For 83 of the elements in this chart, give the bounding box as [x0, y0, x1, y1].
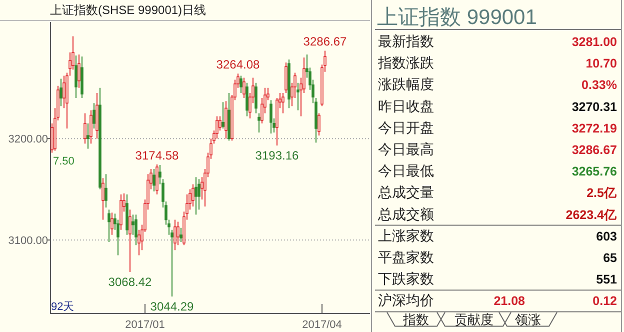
text: 3272.19 — [572, 121, 617, 136]
x-tick-label: 2017/01 — [125, 319, 165, 331]
category-label: 最新指数 — [378, 33, 434, 49]
annotation: 3068.42 — [108, 275, 152, 290]
text: 603 — [596, 229, 617, 244]
y-tick-label: 3100.00 — [8, 234, 48, 247]
candlestick — [108, 209, 110, 243]
candlestick — [78, 54, 80, 88]
candlestick — [156, 164, 158, 195]
annotation: 7.50 — [53, 156, 74, 168]
text: 贡献度 — [454, 312, 494, 328]
text: 领涨 — [515, 312, 541, 328]
text: 3281.00 — [572, 35, 617, 49]
category-label: 上涨家数 — [378, 227, 434, 244]
annotation: 3044.29 — [150, 299, 194, 314]
candlestick — [222, 102, 224, 129]
candlestick — [110, 212, 114, 236]
text: 2623.4亿 — [566, 208, 617, 222]
category-label: 今日最高 — [378, 141, 434, 157]
candlestick — [90, 110, 92, 144]
text: 551 — [596, 272, 617, 287]
text: 上证指数 999001 — [377, 6, 537, 29]
text: 3286.67 — [572, 143, 617, 157]
candlestick — [60, 78, 62, 107]
annotation: 3174.58 — [135, 148, 180, 162]
category-label: 平盘家数 — [378, 249, 434, 265]
candlestick — [176, 221, 180, 246]
candlestick — [282, 92, 284, 114]
candlestick — [270, 100, 272, 134]
candlestick — [132, 214, 134, 236]
candlestick — [92, 102, 96, 129]
annotation: 92天 — [51, 301, 74, 313]
candlestick — [240, 75, 242, 94]
candlestick — [242, 77, 246, 99]
annotation: 3286.67 — [303, 34, 348, 49]
candlestick — [216, 116, 218, 140]
candlestick — [62, 75, 66, 109]
text: 3265.76 — [572, 164, 617, 179]
category-label: 总成交额 — [377, 206, 434, 222]
candlestick — [296, 82, 300, 111]
category-label: 指数涨跌 — [377, 54, 434, 71]
category-label: 昨日收盘 — [378, 98, 434, 114]
candlestick — [254, 82, 258, 114]
candlestick — [224, 100, 228, 140]
candlestick — [102, 178, 104, 220]
text: 3270.31 — [572, 100, 617, 114]
candlestick — [104, 174, 108, 208]
text: 0.33% — [582, 78, 617, 92]
text: 10.70 — [586, 56, 617, 71]
candlestick — [174, 219, 176, 251]
text: 65 — [603, 251, 617, 265]
candlestick — [84, 112, 86, 144]
candlestick — [128, 209, 132, 273]
category-label: 下跌家数 — [378, 270, 434, 287]
candlestick — [74, 54, 78, 99]
annotation: 3264.08 — [216, 58, 260, 72]
candlestick — [138, 229, 140, 256]
text: 21.08 — [494, 294, 526, 308]
candlestick — [246, 82, 248, 117]
candlestick — [318, 112, 320, 136]
text: 2.5亿 — [586, 186, 617, 200]
category-label: 今日开盘 — [378, 119, 434, 136]
candlestick — [218, 116, 222, 131]
annotation: 3193.16 — [255, 148, 300, 163]
candlestick — [284, 62, 288, 94]
candlestick — [194, 176, 198, 216]
x-tick-label: 2017/04 — [302, 319, 342, 331]
candlestick — [152, 168, 156, 192]
candlestick — [192, 184, 194, 208]
category-label: 总成交量 — [377, 184, 434, 200]
category-label: 涨跌幅度 — [378, 76, 434, 92]
candlestick — [258, 112, 260, 134]
chart-title: 上证指数(SHSE 999001)日线 — [50, 3, 206, 17]
candlestick — [86, 122, 90, 150]
text: 指数 — [402, 312, 429, 328]
candlestick — [134, 214, 138, 246]
y-tick-label: 3200.00 — [8, 134, 48, 146]
category-label: 沪深均价 — [378, 292, 434, 308]
candlestick — [200, 176, 204, 200]
candlestick — [180, 227, 182, 243]
text: 0.12 — [592, 294, 617, 308]
candlestick — [198, 178, 200, 210]
category-label: 今日最低 — [378, 162, 434, 179]
